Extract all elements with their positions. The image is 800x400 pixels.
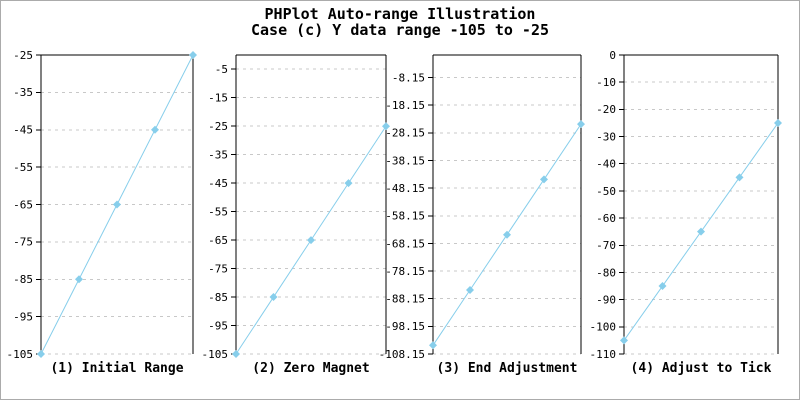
y-tick-label: -45 [208,177,228,190]
y-tick-label: -80 [596,266,616,279]
data-point-marker [503,230,511,239]
y-tick-label: -48.15 [385,182,425,195]
y-tick-label: -5 [215,63,228,76]
y-tick-label: -100 [590,321,617,334]
y-tick-label: -45 [13,124,33,137]
data-point-marker [540,175,548,184]
data-point-marker [577,120,585,129]
data-point-marker [151,125,159,134]
y-tick-label: -88.15 [385,293,425,306]
data-point-marker [466,285,474,294]
data-point-marker [382,122,390,131]
data-point-marker [307,236,315,245]
data-point-marker [429,341,437,350]
y-tick-label: -70 [596,239,616,252]
y-tick-label: -18.15 [385,99,425,112]
y-tick-label: -95 [13,310,33,323]
y-tick-label: -25 [208,120,228,133]
x-axis-title: (2) Zero Magnet [252,361,369,376]
y-tick-label: -8.15 [392,71,425,84]
y-tick-label: -110 [590,348,617,361]
data-point-marker [344,179,353,188]
y-tick-label: -65 [208,234,228,247]
data-point-marker [189,51,197,59]
data-point-marker [658,282,667,291]
y-tick-label: -65 [13,198,33,211]
chart-panel-3: -8.15 -18.15 -28.15 -38.15 -48.15 -58.15 -68.1… [379,54,585,376]
y-tick-label: -108.15 [379,348,425,361]
y-tick-label: -28.15 [385,127,425,140]
data-point-marker [113,200,121,209]
chart-panel-2: -5 -15 -25 -35 -45 -55 -65 -75 -85 -95 -105 (2) Zer… [202,54,390,376]
y-tick-label: -55 [13,161,33,174]
y-tick-label: -105 [202,348,229,361]
x-axis-title: (4) Adjust to Tick [631,361,772,376]
y-tick-label: -10 [596,76,616,89]
y-tick-label: -60 [596,212,616,225]
data-point-marker [232,350,240,358]
y-tick-label: 0 [609,49,616,62]
y-tick-label: -50 [596,185,616,198]
chart-panel-1: -25 -35 -45 -55 -65 -75 -85 -95 -105 (1) Initial … [7,49,197,376]
y-tick-label: -98.15 [385,320,425,333]
data-point-marker [620,336,628,345]
y-tick-label: -85 [13,273,33,286]
data-point-marker [697,227,705,236]
chart-title-line-1: PHPlot Auto-range Illustration [264,5,536,23]
chart-title-line-2: Case (c) Y data range -105 to -25 [250,21,549,39]
y-tick-label: -75 [208,262,228,275]
x-axis-title: (3) End Adjustment [437,361,578,376]
y-tick-label: -95 [208,319,228,332]
y-tick-label: -15 [208,92,228,105]
y-tick-label: -25 [13,49,33,62]
y-tick-label: -78.15 [385,265,425,278]
y-tick-label: -105 [7,348,34,361]
chart-title: PHPlot Auto-range Illustration Case (c) … [1,6,799,38]
chart-panel-4: 0 -10 -20 -30 -40 -50 -60 -70 -80 -90 -100 -110 (4) … [590,49,782,376]
y-tick-label: -90 [596,293,616,306]
y-tick-label: -68.15 [385,237,425,250]
y-tick-label: -30 [596,130,616,143]
data-point-marker [37,350,45,358]
data-point-marker [774,118,782,127]
y-tick-label: -20 [596,103,616,116]
y-tick-label: -58.15 [385,210,425,223]
y-tick-label: -75 [13,236,33,249]
y-tick-label: -35 [208,149,228,162]
x-axis-title: (1) Initial Range [50,361,183,376]
y-tick-label: -40 [596,158,616,171]
y-tick-label: -35 [13,86,33,99]
y-tick-label: -55 [208,205,228,218]
data-point-marker [735,173,744,182]
y-tick-label: -38.15 [385,154,425,167]
data-point-marker [75,275,83,284]
data-point-marker [269,293,278,302]
y-tick-label: -85 [208,291,228,304]
